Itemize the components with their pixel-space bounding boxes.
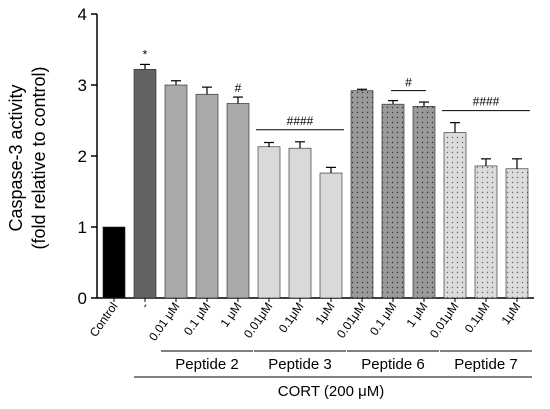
y-tick-label: 2 — [78, 147, 87, 166]
x-tick-label: 0.1μM — [462, 300, 493, 336]
y-tick-label: 4 — [78, 5, 87, 24]
x-tick-label: 0.1 μM — [367, 300, 400, 338]
x-tick-label: - — [138, 300, 152, 311]
bar — [412, 106, 436, 299]
bar — [164, 84, 188, 299]
x-tick-label: 1μM — [498, 300, 523, 327]
x-tick-label: 1 μM — [404, 300, 431, 330]
group-label: Peptide 6 — [361, 356, 424, 373]
bar — [133, 69, 157, 299]
x-tick-label: 0.01 μM — [146, 300, 182, 344]
x-tick-label: 0.1μM — [276, 300, 307, 336]
bar — [474, 165, 498, 299]
y-tick-label: 0 — [78, 289, 87, 308]
x-tick-label: Control — [87, 300, 121, 340]
significance-hash: #### — [287, 114, 314, 128]
y-axis-label: Caspase-3 activity (fold relative to con… — [6, 66, 49, 249]
group-label: Peptide 2 — [175, 356, 238, 373]
bar — [505, 168, 529, 299]
significance-star: * — [143, 47, 148, 61]
y-tick-label: 3 — [78, 76, 87, 95]
x-tick-label: 0.01μM — [427, 300, 462, 341]
significance-hash: # — [405, 76, 412, 90]
bar — [381, 103, 405, 299]
x-tick-label: 0.01μM — [241, 300, 276, 341]
bar — [257, 146, 281, 299]
x-tick-label: 0.1 μM — [181, 300, 214, 338]
bar — [226, 103, 250, 299]
bar — [443, 132, 467, 299]
bar — [102, 226, 126, 299]
y-tick-label: 1 — [78, 218, 87, 237]
bar — [195, 93, 219, 299]
group-label: Peptide 3 — [268, 356, 331, 373]
group-label: Peptide 7 — [454, 356, 517, 373]
x-tick-label: 1μM — [312, 300, 337, 327]
bar — [350, 90, 374, 299]
x-tick-label: 1 μM — [218, 300, 245, 330]
bar — [319, 172, 343, 299]
y-axis-label-line1: Caspase-3 activity — [6, 84, 26, 231]
x-tick-label: 0.01μM — [334, 300, 369, 341]
y-axis-label-line2: (fold relative to control) — [29, 66, 49, 249]
significance-hash: #### — [473, 95, 500, 109]
significance-hash: # — [235, 81, 242, 95]
bar — [288, 147, 312, 299]
treatment-label: CORT (200 μM) — [278, 383, 384, 400]
